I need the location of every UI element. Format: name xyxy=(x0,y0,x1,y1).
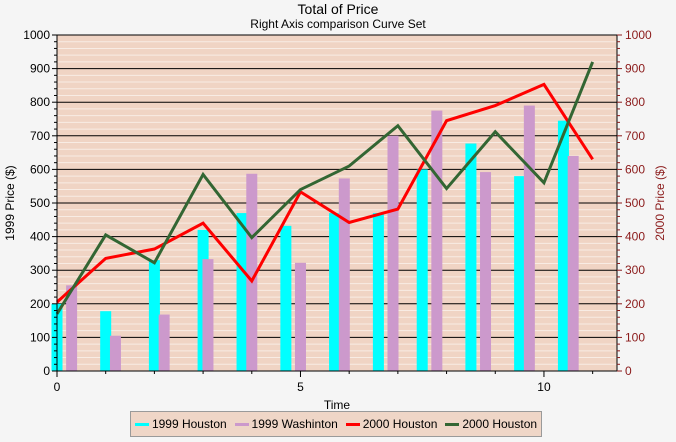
left-axis-tick-label: 1000 xyxy=(23,28,50,42)
left-axis-tick-label: 700 xyxy=(30,129,50,143)
chart-title: Total of Price xyxy=(297,1,379,17)
legend-swatch-1999-washinton xyxy=(234,422,249,426)
right-axis-tick-label: 1000 xyxy=(625,28,652,42)
legend-label-2000-houston-green: 2000 Houston xyxy=(462,417,538,431)
bar-1999-washinton-5 xyxy=(294,262,306,371)
bar-1999-washinton-11 xyxy=(567,155,579,371)
legend-label-2000-houston-red: 2000 Houston xyxy=(362,417,438,431)
bar-1999-houston-4 xyxy=(236,213,248,371)
left-axis-tick-label: 200 xyxy=(30,297,50,311)
bar-1999-washinton-7 xyxy=(387,135,399,371)
chart-subtitle: Right Axis comparison Curve Set xyxy=(250,17,426,31)
bar-1999-houston-2 xyxy=(148,260,160,371)
right-axis-tick-label: 400 xyxy=(625,230,645,244)
bar-1999-houston-5 xyxy=(280,225,292,371)
right-axis-tick-label: 100 xyxy=(625,330,645,344)
bar-1999-washinton-10 xyxy=(523,105,535,371)
legend-item-1999-washinton: 1999 Washinton xyxy=(234,417,338,431)
right-axis-tick-label: 900 xyxy=(625,62,645,76)
x-axis-tick-label: 0 xyxy=(54,380,61,394)
bar-1999-houston-6 xyxy=(329,213,341,371)
legend-item-1999-houston: 1999 Houston xyxy=(134,417,227,431)
legend-label-1999-houston: 1999 Houston xyxy=(151,417,227,431)
bar-1999-houston-10 xyxy=(514,176,526,371)
right-axis-tick-label: 600 xyxy=(625,162,645,176)
y-axis-title: 1999 Price ($) xyxy=(3,165,17,240)
legend-label-1999-washinton: 1999 Washinton xyxy=(251,417,338,431)
y2-axis-title: 2000 Price ($) xyxy=(653,165,667,240)
legend-swatch-1999-houston xyxy=(134,422,149,426)
legend-swatch-2000-houston-green xyxy=(445,422,460,426)
right-axis-tick-label: 800 xyxy=(625,95,645,109)
line-series-2000-houston-3 xyxy=(55,61,595,315)
bar-1999-washinton-2 xyxy=(158,314,170,371)
bar-1999-houston-11 xyxy=(557,120,569,372)
bar-1999-houston-9 xyxy=(465,143,477,371)
bar-1999-washinton-4 xyxy=(246,173,258,371)
bar-1999-washinton-3 xyxy=(202,259,214,371)
left-axis-tick-label: 800 xyxy=(30,95,50,109)
bar-1999-houston-8 xyxy=(416,169,428,371)
right-axis-tick-label: 200 xyxy=(625,297,645,311)
bar-1999-houston-1 xyxy=(100,311,112,371)
right-axis-tick-label: 300 xyxy=(625,263,645,277)
legend-swatch-2000-houston-red xyxy=(345,422,360,426)
legend-item-2000-houston-green: 2000 Houston xyxy=(445,417,537,431)
left-axis-tick-label: 500 xyxy=(30,196,50,210)
left-axis-tick-label: 600 xyxy=(30,162,50,176)
x-axis-tick-label: 10 xyxy=(537,380,551,394)
line-series-2000-houston-2 xyxy=(55,82,594,304)
right-axis-tick-label: 500 xyxy=(625,196,645,210)
left-axis-tick-label: 300 xyxy=(30,263,50,277)
left-axis-tick-label: 0 xyxy=(43,364,50,378)
bar-1999-washinton-1 xyxy=(109,335,121,371)
bar-1999-washinton-6 xyxy=(338,178,350,371)
bar-1999-washinton-9 xyxy=(480,172,492,371)
x-axis-title: Time xyxy=(324,398,351,412)
left-axis-tick-label: 400 xyxy=(30,230,50,244)
legend-item-2000-houston-red: 2000 Houston xyxy=(345,417,438,431)
chart-legend: 1999 Houston 1999 Washinton 2000 Houston… xyxy=(130,411,542,437)
right-axis-tick-label: 0 xyxy=(625,364,632,378)
bar-1999-washinton-8 xyxy=(431,110,443,371)
x-axis-tick-label: 5 xyxy=(297,380,304,394)
left-axis-tick-label: 100 xyxy=(30,330,50,344)
left-axis-tick-label: 900 xyxy=(30,62,50,76)
bar-1999-houston-7 xyxy=(372,213,384,371)
right-axis-tick-label: 700 xyxy=(625,129,645,143)
bar-1999-washinton-0 xyxy=(66,285,78,371)
